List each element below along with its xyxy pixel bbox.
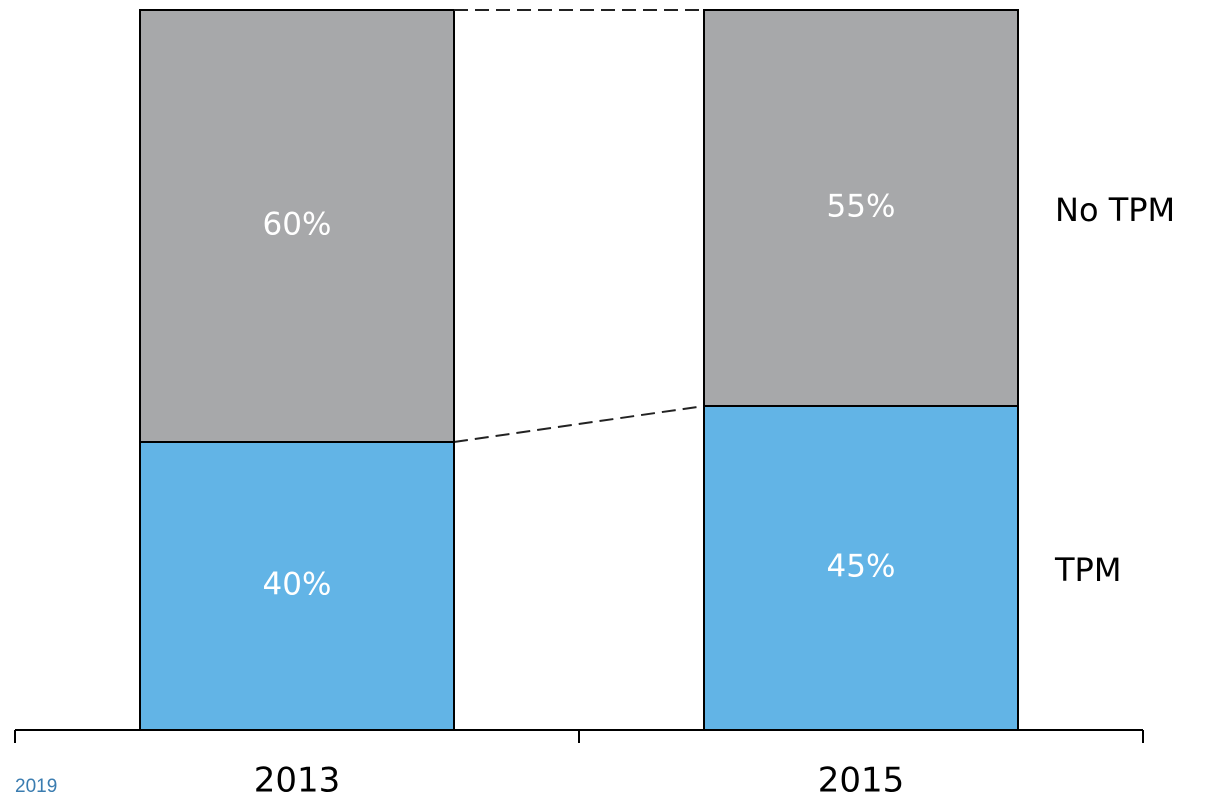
x-tick-label: 2013: [254, 761, 341, 800]
bar-segment: [139, 441, 455, 731]
bar-segment: [703, 9, 1019, 407]
annotation: 2019: [15, 776, 57, 797]
x-tick-label: 2015: [818, 761, 905, 800]
value-label: 60%: [263, 207, 332, 243]
bar-segment: [139, 9, 455, 443]
bar-segment: [703, 405, 1019, 731]
connector-line: [453, 405, 705, 443]
legend-label: No TPM: [1055, 191, 1175, 229]
value-label: 40%: [263, 567, 332, 603]
value-label: 45%: [827, 549, 896, 585]
legend-label: TPM: [1054, 551, 1121, 589]
value-label: 55%: [827, 189, 896, 225]
